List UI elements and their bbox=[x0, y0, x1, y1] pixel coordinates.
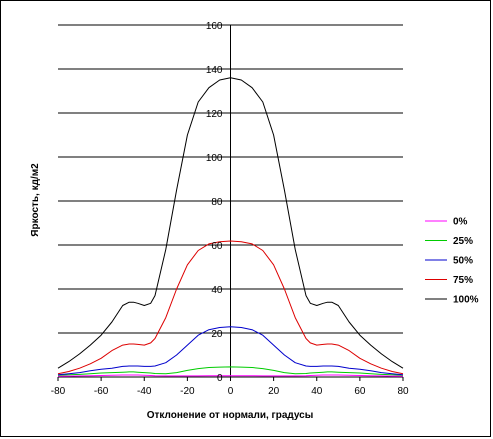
x-tick-label: -60 bbox=[94, 386, 109, 397]
legend-entry-label: 100% bbox=[453, 295, 479, 306]
x-tick-label: -20 bbox=[180, 386, 195, 397]
y-tick-label: 80 bbox=[211, 197, 223, 208]
x-axis-title: Отклонение от нормали, градусы bbox=[147, 410, 314, 421]
y-tick-label: 20 bbox=[211, 329, 223, 340]
y-tick-label: 0 bbox=[217, 373, 223, 384]
y-axis-title: Яркость, кд/м2 bbox=[30, 163, 41, 237]
x-tick-label: 40 bbox=[311, 386, 323, 397]
x-tick-label: -40 bbox=[137, 386, 152, 397]
x-tick-label: 0 bbox=[228, 386, 234, 397]
series-line-25pct bbox=[57, 366, 404, 376]
y-tick-label: 120 bbox=[206, 109, 223, 120]
y-tick-label: 40 bbox=[211, 285, 223, 296]
y-tick-label: 60 bbox=[211, 241, 223, 252]
y-tick-label: 160 bbox=[206, 21, 223, 32]
legend-entry-label: 0% bbox=[453, 217, 468, 228]
series-lines bbox=[57, 77, 404, 377]
tick-labels: -80 -60 -40 -20 0 20 40 60 80 0 20 40 60 80 100 120 140 1… bbox=[51, 21, 409, 397]
y-tick-label: 100 bbox=[206, 153, 223, 164]
series-line-50pct bbox=[57, 326, 404, 376]
x-tick-label: 20 bbox=[268, 386, 280, 397]
series-line-0pct bbox=[57, 374, 404, 377]
legend-entry-label: 50% bbox=[453, 256, 473, 267]
x-tick-label: 80 bbox=[397, 386, 409, 397]
legend: 0% 25% 50% 75% 100% bbox=[425, 217, 479, 306]
legend-entry-label: 25% bbox=[453, 236, 473, 247]
x-tick-label: -80 bbox=[51, 386, 66, 397]
series-line-75pct bbox=[57, 240, 404, 375]
y-tick-label: 140 bbox=[206, 65, 223, 76]
legend-entry-label: 75% bbox=[453, 275, 473, 286]
axes bbox=[57, 24, 404, 381]
x-tick-label: 60 bbox=[354, 386, 366, 397]
series-line-100pct bbox=[57, 77, 404, 369]
